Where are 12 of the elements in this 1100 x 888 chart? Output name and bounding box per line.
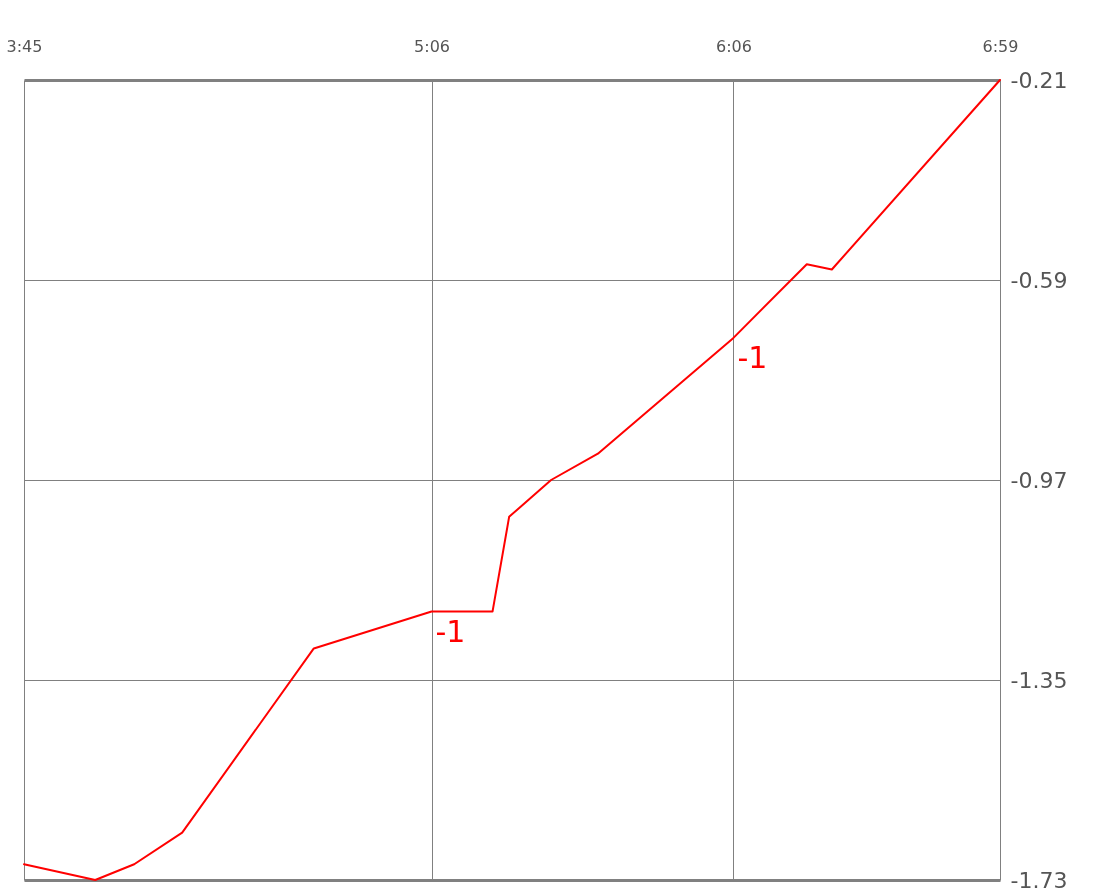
y-tick-label: -0.59 — [1010, 267, 1068, 293]
x-tick-label: 3:45 — [6, 36, 43, 56]
y-tick-label: -0.97 — [1010, 467, 1068, 493]
y-tick-label: -0.21 — [1010, 67, 1068, 93]
annotation: -1 — [737, 339, 768, 375]
annotation: -1 — [435, 613, 466, 649]
x-tick-label: 5:06 — [414, 36, 451, 56]
y-tick-label: -1.73 — [1010, 867, 1068, 888]
x-tick-label: 6:06 — [715, 36, 752, 56]
y-tick-label: -1.35 — [1010, 667, 1068, 693]
x-tick-label: 6:59 — [982, 36, 1019, 56]
line-series — [23, 79, 1001, 881]
